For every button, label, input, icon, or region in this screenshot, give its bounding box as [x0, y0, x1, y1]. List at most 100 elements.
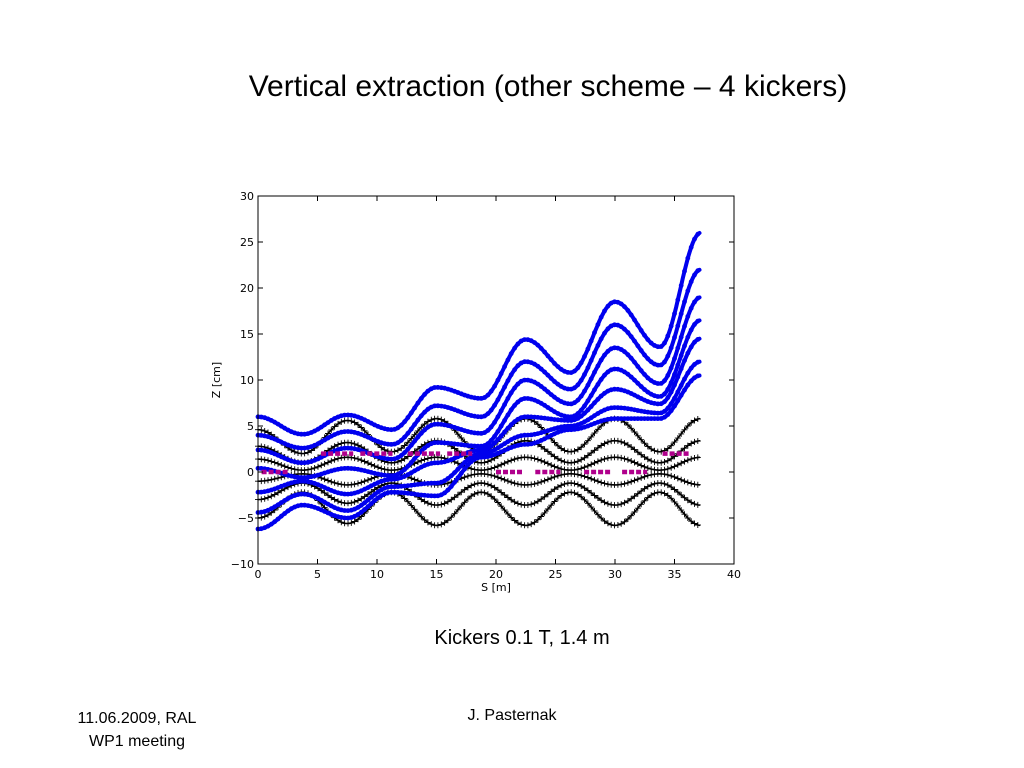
series-1-point — [694, 522, 701, 528]
series-0-point — [502, 402, 507, 407]
series-0-point — [658, 362, 664, 368]
y-tick-label-2: 0 — [247, 466, 254, 479]
series-1-point — [365, 477, 371, 483]
series-0-point — [548, 357, 554, 363]
series-0-point — [502, 384, 507, 390]
series-0-point — [618, 324, 624, 330]
series-1-point — [674, 475, 681, 482]
series-1-point — [444, 480, 451, 487]
series-1-point — [621, 440, 628, 447]
series-1-point — [638, 488, 645, 495]
series-0-point — [298, 431, 304, 437]
series-1-point — [504, 510, 511, 517]
series-0-point — [638, 416, 644, 421]
series-0-point — [505, 357, 511, 363]
series-1-point — [414, 510, 421, 517]
series-0-point — [578, 393, 584, 399]
series-0-point — [632, 377, 637, 383]
series-1-point — [378, 465, 385, 472]
series-0-point — [598, 357, 604, 363]
series-1-point — [481, 459, 488, 466]
series-1-point — [694, 416, 701, 422]
series-0-point — [278, 513, 284, 519]
series-0-point — [398, 453, 404, 458]
series-1-point — [348, 499, 355, 506]
series-1-point — [694, 481, 701, 488]
series-1-point — [534, 498, 541, 505]
series-0-point — [405, 415, 411, 420]
series-1-point — [451, 494, 458, 501]
series-0-point — [692, 339, 697, 345]
series-0-point — [572, 368, 577, 374]
series-1-point — [355, 480, 361, 487]
series-0-envelope-3 — [255, 318, 702, 480]
series-1-point — [531, 480, 538, 487]
series-0-point — [628, 334, 634, 339]
series-1-point — [438, 501, 445, 508]
series-0-point — [542, 349, 547, 355]
x-tick-label-8: 40 — [727, 568, 741, 581]
series-0-point — [592, 369, 597, 375]
series-1-point — [331, 443, 338, 450]
series-0-point — [648, 340, 654, 346]
series-0-point — [508, 390, 514, 396]
series-1-point — [621, 455, 628, 462]
series-1-point — [684, 479, 691, 486]
series-1-point — [531, 500, 538, 507]
series-0-point — [448, 484, 454, 489]
series-1-point — [428, 521, 435, 528]
series-1-point — [631, 477, 638, 484]
series-1-point — [648, 492, 655, 499]
series-1-point — [548, 451, 555, 458]
series-0-point — [488, 443, 494, 449]
series-1-point — [265, 457, 271, 464]
series-1-point — [541, 493, 548, 500]
series-0-point — [592, 387, 597, 393]
series-1-point — [631, 429, 638, 435]
series-0-point — [498, 433, 504, 439]
series-1-point — [674, 435, 681, 442]
series-1-point — [628, 495, 635, 502]
series-1-point — [534, 421, 541, 428]
series-0-point — [595, 396, 601, 402]
series-0-point — [592, 330, 597, 335]
series-1-point — [684, 497, 691, 504]
series-0-point — [448, 473, 454, 479]
series-0-point — [462, 460, 467, 465]
series-1-point — [571, 480, 578, 487]
series-1-point — [674, 489, 681, 496]
series-1-point — [458, 503, 465, 509]
series-0-point — [588, 338, 594, 344]
series-1-point — [355, 516, 361, 523]
series-0-point — [322, 422, 327, 428]
series-0-point — [362, 500, 367, 506]
series-1-point — [644, 472, 651, 479]
series-1-point — [458, 435, 465, 441]
series-1-point — [424, 455, 431, 462]
series-1-point — [378, 444, 385, 451]
series-1-point — [581, 441, 588, 448]
series-1-point — [331, 479, 338, 486]
series-1-point — [305, 449, 311, 456]
series-0-point — [495, 377, 501, 383]
series-1-point — [348, 519, 355, 526]
slide-title: Vertical extraction (other scheme – 4 ki… — [248, 70, 848, 103]
series-1-point — [681, 478, 688, 485]
series-0-point — [552, 361, 557, 366]
series-1-point — [501, 460, 508, 467]
series-1-point — [498, 503, 505, 510]
series-1-point — [321, 489, 328, 496]
series-0-point — [488, 407, 494, 413]
series-1-point — [321, 476, 328, 483]
series-0-point — [692, 272, 697, 278]
series-0-point — [552, 394, 557, 400]
series-1-point — [598, 442, 605, 449]
series-1-point — [538, 478, 545, 485]
series-1-point — [648, 471, 655, 478]
series-0-point — [688, 279, 694, 285]
series-0-point — [408, 410, 414, 416]
series-1-point — [481, 489, 488, 496]
series-1-point — [601, 440, 608, 447]
series-0-point — [678, 283, 684, 288]
